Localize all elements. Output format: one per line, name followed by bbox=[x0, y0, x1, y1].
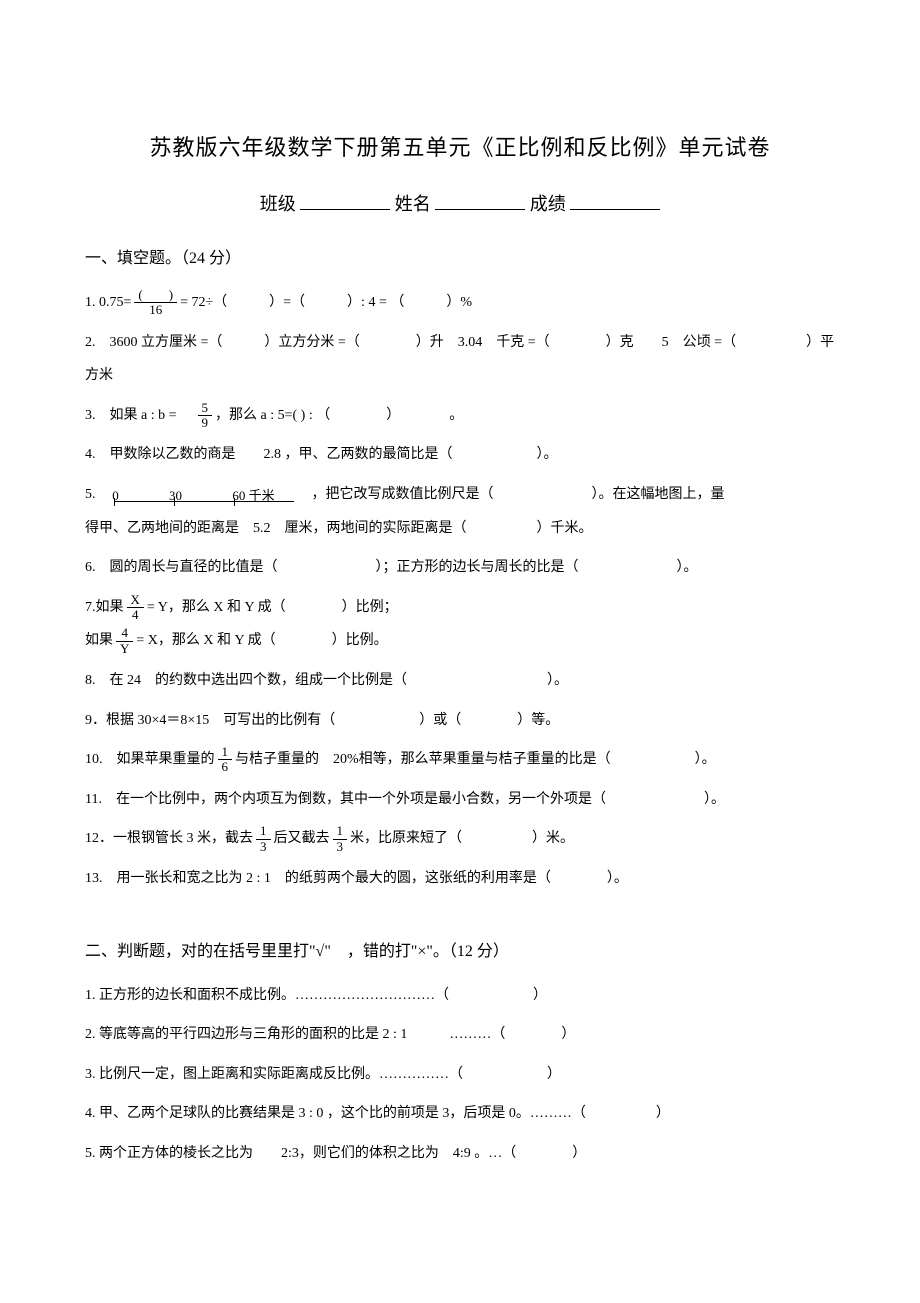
q5-line2: 得甲、乙两地间的距离是 5.2 厘米，两地间的实际距离是（ ）千米。 bbox=[85, 512, 835, 546]
q10-frac-den: 6 bbox=[218, 760, 233, 774]
question-5: 5. 0 30 60 千米 ，把它改写成数值比例尺是（ ）。在这幅地图上，量 得… bbox=[85, 478, 835, 545]
class-blank bbox=[300, 191, 390, 210]
question-13: 13. 用一张长和宽之比为 2 : 1 的纸剪两个最大的圆，这张纸的利用率是（ … bbox=[85, 862, 835, 896]
q5-line1: 5. 0 30 60 千米 ，把它改写成数值比例尺是（ ）。在这幅地图上，量 bbox=[85, 478, 835, 512]
q3-fraction: 5 9 bbox=[198, 401, 213, 431]
q12-f1-num: 1 bbox=[256, 824, 271, 839]
q7-f1-num: X bbox=[127, 593, 144, 608]
question-3: 3. 如果 a : b = 5 9 ，那么 a : 5=( ) : （ ） 。 bbox=[85, 399, 835, 433]
q3-suffix: ，那么 a : 5=( ) : （ ） 。 bbox=[215, 399, 463, 433]
score-label: 成绩 bbox=[530, 194, 566, 214]
q12-f2-den: 3 bbox=[333, 840, 348, 854]
q1-frac-den: 16 bbox=[134, 303, 177, 317]
q10-frac-num: 1 bbox=[218, 745, 233, 760]
name-blank bbox=[435, 191, 525, 210]
section2-heading: 二、判断题，对的在括号里里打"√" ，错的打"×"。（12 分） bbox=[85, 937, 835, 961]
number-scale: 0 30 60 千米 bbox=[104, 484, 304, 506]
s2-question-5: 5. 两个正方体的棱长之比为 2:3，则它们的体积之比为 4:9 。…（ ） bbox=[85, 1137, 835, 1171]
q12-fraction2: 1 3 bbox=[333, 824, 348, 854]
q10-fraction: 1 6 bbox=[218, 745, 233, 775]
scale-label-60: 60 千米 bbox=[232, 480, 274, 511]
question-11: 11. 在一个比例中，两个内项互为倒数，其中一个外项是最小合数，另一个外项是（ … bbox=[85, 783, 835, 817]
q3-prefix: 3. 如果 a : b = bbox=[85, 399, 177, 433]
q7-fraction1: X 4 bbox=[127, 593, 144, 623]
q7-line2: 如果 4 Y = X，那么 X 和 Y 成（ ）比例。 bbox=[85, 624, 835, 658]
s2-question-2: 2. 等底等高的平行四边形与三角形的面积的比是 2 : 1 ………（ ） bbox=[85, 1018, 835, 1052]
name-label: 姓名 bbox=[395, 194, 431, 214]
student-info-line: 班级 姓名 成绩 bbox=[85, 190, 835, 216]
q12-f2-num: 1 bbox=[333, 824, 348, 839]
s2-question-1: 1. 正方形的边长和面积不成比例。…………………………（ ） bbox=[85, 979, 835, 1013]
question-1: 1. 0.75= ( ) 16 = 72÷（ ）=（ ）: 4 = （ ）% bbox=[85, 286, 835, 320]
question-9: 9．根据 30×4＝8×15 可写出的比例有（ ）或（ ）等。 bbox=[85, 704, 835, 738]
s2-question-4: 4. 甲、乙两个足球队的比赛结果是 3 : 0 ，这个比的前项是 3，后项是 0… bbox=[85, 1097, 835, 1131]
document-title: 苏教版六年级数学下册第五单元《正比例和反比例》单元试卷 bbox=[85, 130, 835, 162]
scale-label-30: 30 bbox=[169, 480, 182, 511]
q7-line1: 7.如果 X 4 = Y，那么 X 和 Y 成（ ）比例； bbox=[85, 591, 835, 625]
q12-fraction1: 1 3 bbox=[256, 824, 271, 854]
q10-suffix: 与桔子重量的 20%相等，那么苹果重量与桔子重量的比是（ ）。 bbox=[235, 743, 716, 777]
score-blank bbox=[570, 191, 660, 210]
question-8: 8. 在 24 的约数中选出四个数，组成一个比例是（ ）。 bbox=[85, 664, 835, 698]
q1-frac-num: ( ) bbox=[134, 288, 177, 303]
q7-f2-den: Y bbox=[116, 642, 133, 656]
section1-heading: 一、填空题。（24 分） bbox=[85, 244, 835, 268]
question-7: 7.如果 X 4 = Y，那么 X 和 Y 成（ ）比例； 如果 4 Y = X… bbox=[85, 591, 835, 658]
q7-f2-num: 4 bbox=[116, 626, 133, 641]
q3-frac-den: 9 bbox=[198, 416, 213, 430]
q7-fraction2: 4 Y bbox=[116, 626, 133, 656]
q7-f1-den: 4 bbox=[127, 608, 144, 622]
q12-mid: 后又截去 bbox=[274, 822, 330, 856]
class-label: 班级 bbox=[260, 194, 296, 214]
q7-mid1: = Y，那么 X 和 Y 成（ ）比例； bbox=[147, 591, 398, 625]
scale-label-0: 0 bbox=[112, 480, 119, 511]
q5-mid: ，把它改写成数值比例尺是（ ）。在这幅地图上，量 bbox=[312, 478, 725, 512]
q12-f1-den: 3 bbox=[256, 840, 271, 854]
question-10: 10. 如果苹果重量的 1 6 与桔子重量的 20%相等，那么苹果重量与桔子重量… bbox=[85, 743, 835, 777]
question-6: 6. 圆的周长与直径的比值是（ ）；正方形的边长与周长的比是（ ）。 bbox=[85, 551, 835, 585]
question-4: 4. 甲数除以乙数的商是 2.8 ，甲、乙两数的最简比是（ ）。 bbox=[85, 438, 835, 472]
q7-mid2: = X，那么 X 和 Y 成（ ）比例。 bbox=[136, 624, 387, 658]
section-gap bbox=[85, 902, 835, 927]
question-2: 2. 3600 立方厘米 =（ ）立方分米 =（ ）升 3.04 千克 =（ ）… bbox=[85, 326, 835, 393]
q12-prefix: 12．一根钢管长 3 米，截去 bbox=[85, 822, 253, 856]
page: 苏教版六年级数学下册第五单元《正比例和反比例》单元试卷 班级 姓名 成绩 一、填… bbox=[0, 0, 920, 1236]
q1-prefix: 1. 0.75= bbox=[85, 286, 131, 320]
question-12: 12．一根钢管长 3 米，截去 1 3 后又截去 1 3 米，比原来短了（ ）米… bbox=[85, 822, 835, 856]
q12-suffix: 米，比原来短了（ ）米。 bbox=[350, 822, 574, 856]
q7-prefix2: 如果 bbox=[85, 624, 113, 658]
q7-prefix: 7.如果 bbox=[85, 591, 124, 625]
q1-fraction: ( ) 16 bbox=[134, 288, 177, 318]
q1-part2: = 72÷（ ）=（ ）: 4 = （ ）% bbox=[180, 286, 472, 320]
q5-prefix: 5. bbox=[85, 478, 96, 512]
q10-prefix: 10. 如果苹果重量的 bbox=[85, 743, 215, 777]
s2-question-3: 3. 比例尺一定，图上距离和实际距离成反比例。……………（ ） bbox=[85, 1058, 835, 1092]
q3-frac-num: 5 bbox=[198, 401, 213, 416]
